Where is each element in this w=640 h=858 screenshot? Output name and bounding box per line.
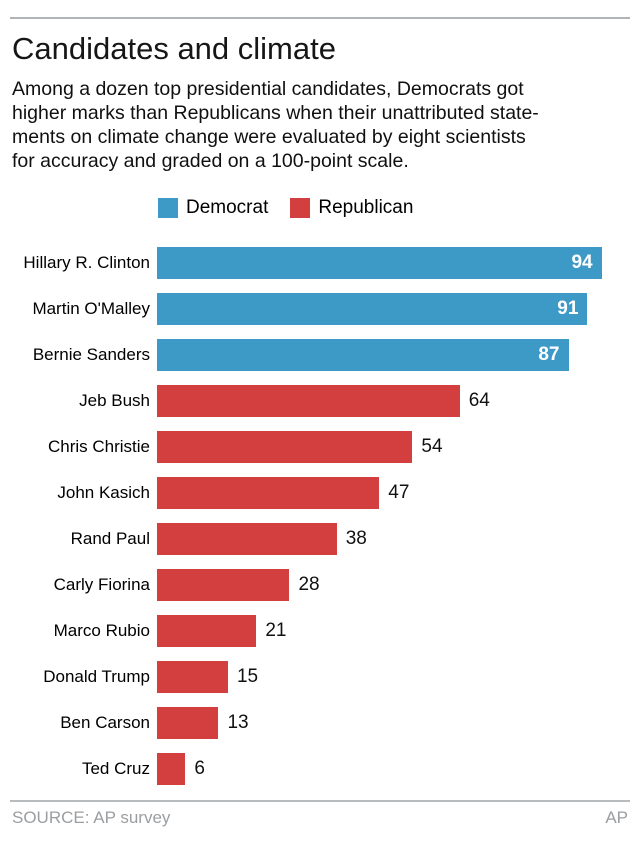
bar-value: 13: [227, 712, 249, 733]
bar: [157, 661, 228, 693]
subtitle-line: higher marks than Republicans when their…: [12, 102, 539, 124]
chart-row: Hillary R. Clinton 94: [0, 247, 630, 279]
bar-value: 87: [538, 344, 560, 365]
bar-track: 64: [157, 385, 630, 417]
bar-track: 13: [157, 707, 630, 739]
bar-track: 94: [157, 247, 630, 279]
democrat-swatch-icon: [158, 198, 178, 218]
chart-row: Chris Christie 54: [0, 431, 630, 463]
subtitle-line: ments on climate change were evaluated b…: [12, 126, 526, 148]
bar-track: 91: [157, 293, 630, 325]
bar-value: 64: [468, 390, 490, 411]
bar-value: 38: [345, 528, 367, 549]
bar-track: 15: [157, 661, 630, 693]
legend-label: Republican: [318, 197, 414, 218]
bar-track: 28: [157, 569, 630, 601]
chart-legend: Democrat Republican: [158, 197, 640, 219]
chart-row: Martin O'Malley 91: [0, 293, 630, 325]
subtitle-line: for accuracy and graded on a 100-point s…: [12, 150, 409, 172]
bar-label: Carly Fiorina: [53, 575, 150, 594]
bar-track: 6: [157, 753, 630, 785]
bar: 87: [157, 339, 569, 371]
bar: 94: [157, 247, 602, 279]
bar-label: Donald Trump: [43, 667, 150, 686]
bar-label: John Kasich: [57, 483, 150, 502]
source-text: SOURCE: AP survey: [12, 808, 171, 827]
footer-rule: [10, 800, 630, 802]
bar-track: 47: [157, 477, 630, 509]
bar-track: 54: [157, 431, 630, 463]
bar-value: 15: [236, 666, 259, 687]
bar-track: 87: [157, 339, 630, 371]
bar-value: 91: [557, 298, 579, 319]
bar: [157, 569, 290, 601]
bar-value: 28: [298, 574, 320, 595]
chart-row: Jeb Bush 64: [0, 385, 630, 417]
top-rule: [10, 17, 630, 19]
bar-label: Bernie Sanders: [32, 345, 150, 364]
bar: [157, 477, 380, 509]
bar-value: 6: [194, 758, 205, 779]
chart-row: Bernie Sanders 87: [0, 339, 630, 371]
bar-value: 94: [571, 252, 593, 273]
bar: [157, 431, 413, 463]
chart-subtitle: Among a dozen top presidential candidate…: [12, 77, 628, 173]
chart-row: Marco Rubio 21: [0, 615, 630, 647]
bar: [157, 753, 186, 785]
bar: [157, 707, 219, 739]
legend-item-republican: Republican: [290, 197, 413, 219]
bar: [157, 523, 337, 555]
bar-value: 54: [421, 436, 443, 457]
bar-track: 21: [157, 615, 630, 647]
chart-row: Donald Trump 15: [0, 661, 630, 693]
bar-label: Rand Paul: [70, 529, 150, 548]
bar-chart: Hillary R. Clinton 94 Martin O'Malley 91 Ber…: [0, 247, 630, 785]
bar-label: Ben Carson: [60, 713, 150, 732]
chart-row: Carly Fiorina 28: [0, 569, 630, 601]
bar-label: Marco Rubio: [53, 621, 150, 640]
subtitle-line: Among a dozen top presidential candidate…: [12, 78, 524, 100]
chart-row: Rand Paul 38: [0, 523, 630, 555]
bar-label: Chris Christie: [47, 437, 150, 456]
legend-item-democrat: Democrat: [158, 197, 268, 219]
bar-label: Martin O'Malley: [32, 299, 150, 318]
bar-label: Ted Cruz: [81, 759, 150, 778]
page-title: Candidates and climate: [12, 31, 336, 66]
footer: SOURCE: AP survey AP: [12, 808, 628, 828]
republican-swatch-icon: [290, 198, 311, 218]
credit-text: AP: [605, 808, 628, 827]
bar: [157, 615, 257, 647]
bar-track: 38: [157, 523, 630, 555]
bar-value: 21: [265, 620, 287, 641]
bar-label: Jeb Bush: [79, 391, 150, 410]
bar-value: 47: [388, 482, 410, 503]
bar-label: Hillary R. Clinton: [23, 253, 150, 272]
bar: [157, 385, 460, 417]
chart-row: Ben Carson 13: [0, 707, 630, 739]
chart-row: Ted Cruz 6: [0, 753, 630, 785]
chart-row: John Kasich 47: [0, 477, 630, 509]
bar: 91: [157, 293, 588, 325]
legend-label: Democrat: [186, 197, 269, 218]
